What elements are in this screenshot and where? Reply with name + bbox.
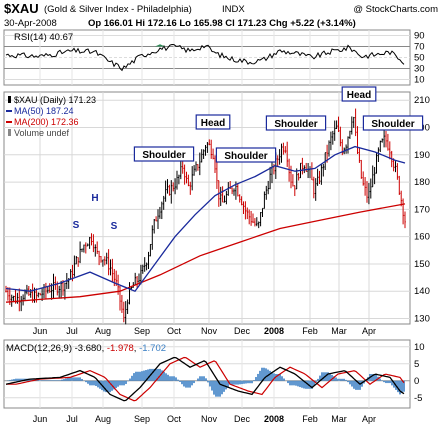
pattern-label: Shoulder <box>371 119 414 130</box>
price-tick-label: 130 <box>414 314 430 325</box>
legend-swatch <box>8 96 11 103</box>
chart-symbol: $XAU <box>4 1 39 16</box>
month-label: Jul <box>66 326 78 336</box>
pattern-letter: S <box>73 220 80 231</box>
bottom-month-label: Dec <box>234 414 251 424</box>
legend-label: $XAU (Daily) 171.23 <box>14 95 96 105</box>
price-tick-label: 170 <box>414 204 430 215</box>
bottom-month-label: Oct <box>167 414 182 424</box>
month-label: Jun <box>33 326 48 336</box>
pattern-box <box>341 86 377 102</box>
bottom-month-label: 2008 <box>264 414 284 424</box>
pattern-box <box>362 115 424 131</box>
month-label: Nov <box>201 326 218 336</box>
month-label: Sep <box>134 326 150 336</box>
pattern-label: Head <box>201 118 225 129</box>
pattern-label: Shoulder <box>274 119 317 130</box>
macd-tick-label: 5 <box>414 359 419 370</box>
bottom-month-label: Jun <box>33 414 48 424</box>
macd-panel: 10 5 0 -5 MACD(12,26,9) -3.680, -1.978, -1.… <box>3 339 425 409</box>
chart-name: (Gold & Silver Index - Philadelphia) <box>44 4 192 15</box>
bottom-month-label: Sep <box>134 414 150 424</box>
price-panel: 210200190180170160150140130 $XAU (Daily)… <box>3 86 430 336</box>
chart-exchange: INDX <box>222 4 245 15</box>
chart-stats: Op 166.01 Hi 172.16 Lo 165.98 Cl 171.23 … <box>88 18 356 29</box>
legend-label: Volume undef <box>14 128 70 138</box>
pattern-letter: H <box>91 193 98 204</box>
rsi-line <box>5 43 405 72</box>
rsi-tick-label: 30 <box>414 64 425 75</box>
rsi-tick-label: 70 <box>414 42 425 53</box>
legend-label: MA(200) 172.36 <box>14 117 79 127</box>
rsi-overbought-fill <box>155 44 165 47</box>
macd-line <box>5 356 405 402</box>
price-tick-label: 210 <box>414 95 430 106</box>
legend-label: MA(50) 187.24 <box>14 106 74 116</box>
pattern-box <box>265 115 327 131</box>
pattern-label: Shoulder <box>142 150 185 161</box>
month-label: Aug <box>95 326 111 336</box>
month-label: Oct <box>167 326 182 336</box>
rsi-tick-label: 90 <box>414 31 425 42</box>
macd-tick-label: 0 <box>414 376 419 387</box>
price-tick-label: 150 <box>414 259 430 270</box>
pattern-label: Shoulder <box>224 151 267 162</box>
macd-tick-label: 10 <box>414 342 425 353</box>
price-tick-label: 140 <box>414 286 430 297</box>
legend-swatch <box>8 129 11 136</box>
bottom-month-label: Aug <box>95 414 111 424</box>
rsi-tick-label: 10 <box>414 75 425 86</box>
price-tick-label: 190 <box>414 150 430 161</box>
month-label: Dec <box>234 326 251 336</box>
bottom-month-label: Mar <box>331 414 347 424</box>
month-label: Mar <box>331 326 347 336</box>
price-tick-label: 160 <box>414 232 430 243</box>
pattern-box <box>215 147 277 163</box>
pattern-box <box>133 146 195 162</box>
bottom-month-label: Nov <box>201 414 218 424</box>
price-tick-label: 180 <box>414 177 430 188</box>
ma200-line <box>5 203 406 303</box>
pattern-letter: S <box>111 221 118 232</box>
month-label: 2008 <box>264 326 284 336</box>
macd-signal-line <box>6 356 405 402</box>
macd-label: MACD(12,26,9) -3.680, -1.978, -1.702 <box>6 343 166 354</box>
month-label: Feb <box>302 326 318 336</box>
rsi-label: RSI(14) 40.67 <box>14 32 73 43</box>
ma50-line <box>5 145 406 292</box>
month-label: Apr <box>362 326 376 336</box>
pattern-label: Head <box>347 90 371 101</box>
chart-date: 30-Apr-2008 <box>4 18 57 29</box>
bottom-month-label: Feb <box>302 414 318 424</box>
rsi-tick-label: 50 <box>414 53 425 64</box>
macd-tick-label: -5 <box>414 393 422 404</box>
bottom-month-label: Apr <box>362 414 376 424</box>
pattern-box <box>195 114 231 130</box>
copyright: @ StockCharts.com <box>353 4 438 15</box>
bottom-month-label: Jul <box>66 414 78 424</box>
